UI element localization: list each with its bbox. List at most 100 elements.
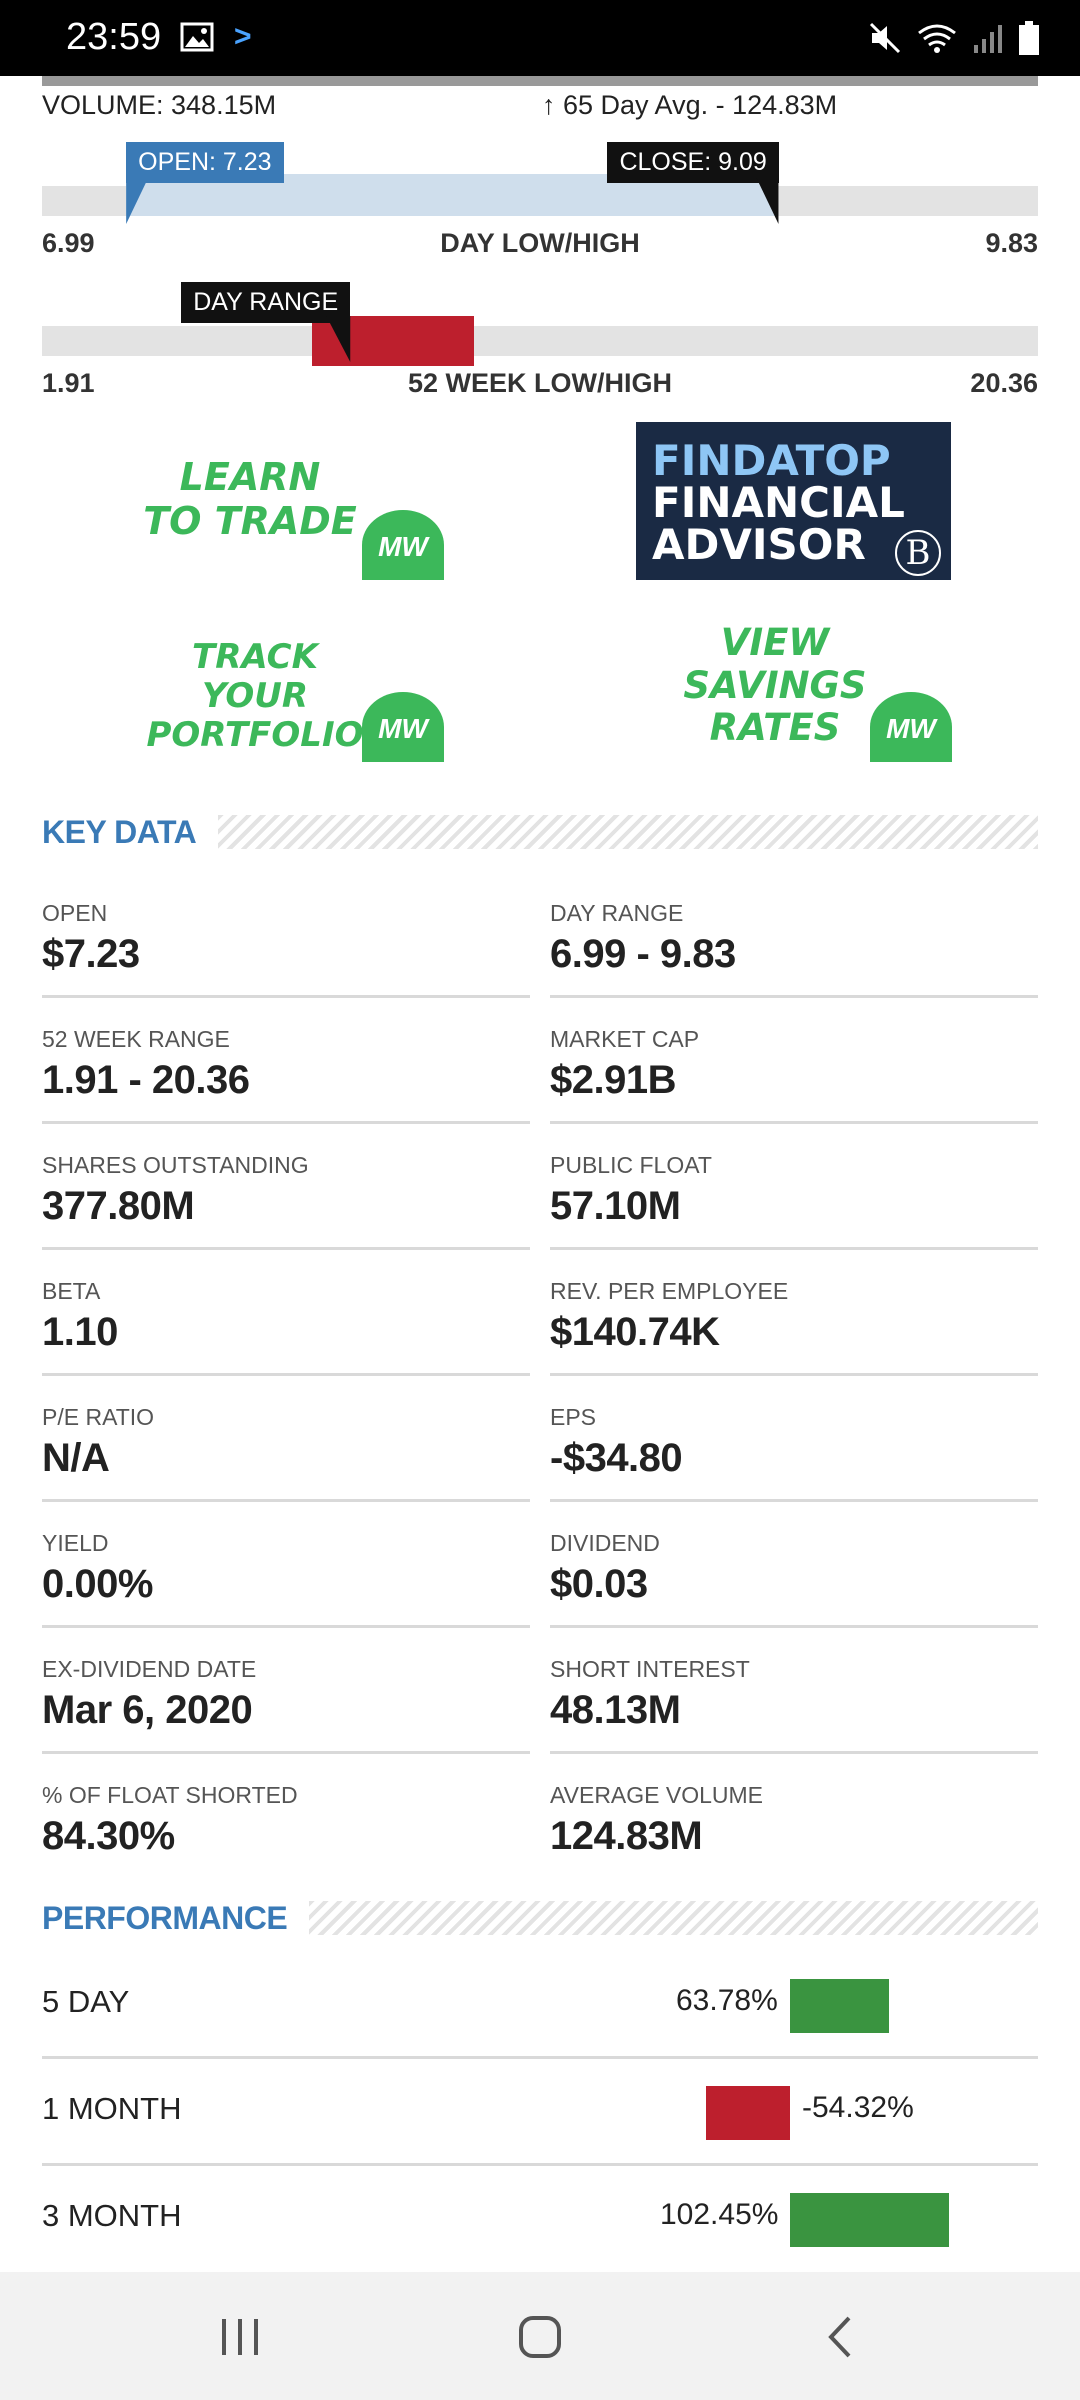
- key-data-ex-dividend-date: EX-DIVIDEND DATE Mar 6, 2020: [42, 1628, 530, 1754]
- view-savings-rates-ad[interactable]: VIEW SAVINGS RATES MW: [680, 618, 955, 762]
- perf-label: 3 MONTH: [42, 2198, 182, 2233]
- kd-label: P/E RATIO: [42, 1404, 155, 1430]
- day-low: 6.99: [42, 228, 95, 258]
- signal-icon: [974, 25, 1002, 53]
- mute-icon: [869, 22, 901, 54]
- perf-value: 63.78%: [676, 1984, 778, 2017]
- week52-range-labels: 1.91 52 WEEK LOW/HIGH 20.36: [42, 368, 1038, 404]
- open-flag: OPEN: 7.23: [126, 142, 284, 183]
- kd-value: $7.23: [42, 932, 140, 976]
- b-logo: B: [895, 530, 941, 576]
- system-nav-bar: [0, 2272, 1080, 2400]
- key-data-heading: KEY DATA: [42, 812, 1038, 852]
- heading-hatch: [218, 815, 1038, 849]
- key-data-short-interest: SHORT INTEREST 48.13M: [550, 1628, 1038, 1754]
- kd-label: AVERAGE VOLUME: [550, 1782, 764, 1808]
- learn-to-trade-ad[interactable]: LEARN TO TRADE MW: [140, 440, 444, 580]
- week52-low: 1.91: [42, 368, 95, 398]
- key-data-pe-ratio: P/E RATIO N/A: [42, 1376, 530, 1502]
- perf-value: -54.32%: [802, 2091, 914, 2124]
- key-data-rev-per-employee: REV. PER EMPLOYEE $140.74K: [550, 1250, 1038, 1376]
- status-bar: 23:59 >: [0, 0, 1080, 76]
- kd-value: $2.91B: [550, 1058, 676, 1102]
- learn-ad-line1: LEARN: [179, 455, 321, 499]
- status-icons: [868, 18, 1040, 58]
- key-data-shares-outstanding: SHARES OUTSTANDING 377.80M: [42, 1124, 530, 1250]
- savings-ad-line1: VIEW: [720, 621, 830, 664]
- week52-pointer: [326, 316, 351, 362]
- performance-row: 5 DAY 63.78%: [42, 1952, 1038, 2059]
- perf-label: 1 MONTH: [42, 2091, 182, 2126]
- open-pointer: [126, 178, 149, 224]
- kd-value: $0.03: [550, 1562, 648, 1606]
- perf-label: 5 DAY: [42, 1984, 130, 2019]
- close-pointer: [756, 178, 779, 224]
- kd-label: BETA: [42, 1278, 101, 1304]
- recent-apps-button[interactable]: [200, 2302, 280, 2372]
- key-data-market-cap: MARKET CAP $2.91B: [550, 998, 1038, 1124]
- image-icon: [180, 22, 214, 52]
- perf-bar: [705, 2086, 790, 2140]
- status-time: 23:59: [66, 16, 162, 58]
- kd-label: EPS: [550, 1404, 597, 1430]
- key-data-eps: EPS -$34.80: [550, 1376, 1038, 1502]
- savings-ad-line2: SAVINGS: [683, 663, 867, 707]
- wifi-icon: [918, 24, 956, 53]
- volume-value: VOLUME: 348.15M: [42, 90, 277, 120]
- key-data-day-range: DAY RANGE 6.99 - 9.83: [550, 872, 1038, 998]
- scroll-edge-bar: [42, 76, 1038, 86]
- back-button[interactable]: [800, 2302, 880, 2372]
- performance-title: PERFORMANCE: [42, 1899, 288, 1936]
- track-portfolio-ad[interactable]: TRACK YOUR PORTFOLIO MW: [140, 622, 444, 762]
- key-data-float-shorted: % OF FLOAT SHORTED 84.30%: [42, 1754, 530, 1880]
- learn-ad-line2: TO TRADE: [143, 498, 357, 543]
- kd-value: 48.13M: [550, 1688, 681, 1732]
- key-data-beta: BETA 1.10: [42, 1250, 530, 1376]
- week52-high: 20.36: [970, 368, 1038, 398]
- day-range-flag: DAY RANGE: [181, 282, 351, 323]
- week52-range-label: 52 WEEK LOW/HIGH: [407, 368, 672, 398]
- mw-logo: MW: [870, 692, 952, 762]
- kd-value: 0.00%: [42, 1562, 153, 1606]
- savings-ad-line3: RATES: [709, 706, 841, 750]
- kd-label: EX-DIVIDEND DATE: [42, 1656, 257, 1682]
- kd-label: SHARES OUTSTANDING: [42, 1152, 309, 1178]
- kd-value: N/A: [42, 1436, 110, 1480]
- financial-advisor-ad[interactable]: FINDATOP FINANCIAL ADVISOR B: [636, 422, 951, 580]
- kd-value: 1.10: [42, 1310, 118, 1354]
- day-range-pointers: [126, 178, 779, 224]
- kd-label: MARKET CAP: [550, 1026, 700, 1052]
- track-ad-line2: PORTFOLIO: [146, 715, 364, 756]
- findatop-line2: FINANCIAL: [652, 478, 905, 527]
- kd-value: 377.80M: [42, 1184, 195, 1228]
- kd-label: DIVIDEND: [550, 1530, 660, 1556]
- day-high: 9.83: [985, 228, 1038, 258]
- track-ad-line1: TRACK YOUR: [192, 637, 318, 717]
- findatop-line3: ADVISOR: [652, 520, 866, 569]
- kd-value: 1.91 - 20.36: [42, 1058, 250, 1102]
- kd-value: $140.74K: [550, 1310, 720, 1354]
- perf-bar: [790, 2193, 949, 2247]
- week52-range-track: [42, 326, 1038, 356]
- key-data-title: KEY DATA: [42, 813, 197, 850]
- key-data-dividend: DIVIDEND $0.03: [550, 1502, 1038, 1628]
- kd-label: PUBLIC FLOAT: [550, 1152, 712, 1178]
- kd-label: OPEN: [42, 900, 108, 926]
- day-range-labels: 6.99 DAY LOW/HIGH 9.83: [42, 228, 1038, 264]
- mw-logo: MW: [362, 510, 444, 580]
- kd-value: 57.10M: [550, 1184, 681, 1228]
- findatop-line1: FINDATOP: [652, 436, 891, 485]
- key-data-yield: YIELD 0.00%: [42, 1502, 530, 1628]
- performance-row: 3 MONTH 102.45%: [42, 2166, 1038, 2273]
- kd-value: 124.83M: [550, 1814, 703, 1858]
- back-icon: [828, 2316, 851, 2358]
- heading-hatch: [309, 1901, 1038, 1935]
- kd-value: 6.99 - 9.83: [550, 932, 736, 976]
- kd-label: REV. PER EMPLOYEE: [550, 1278, 789, 1304]
- home-button[interactable]: [500, 2302, 580, 2372]
- kd-label: SHORT INTEREST: [550, 1656, 750, 1682]
- key-data-public-float: PUBLIC FLOAT 57.10M: [550, 1124, 1038, 1250]
- performance-row: 1 MONTH -54.32%: [42, 2059, 1038, 2166]
- key-data-52-week-range: 52 WEEK RANGE 1.91 - 20.36: [42, 998, 530, 1124]
- kd-label: 52 WEEK RANGE: [42, 1026, 230, 1052]
